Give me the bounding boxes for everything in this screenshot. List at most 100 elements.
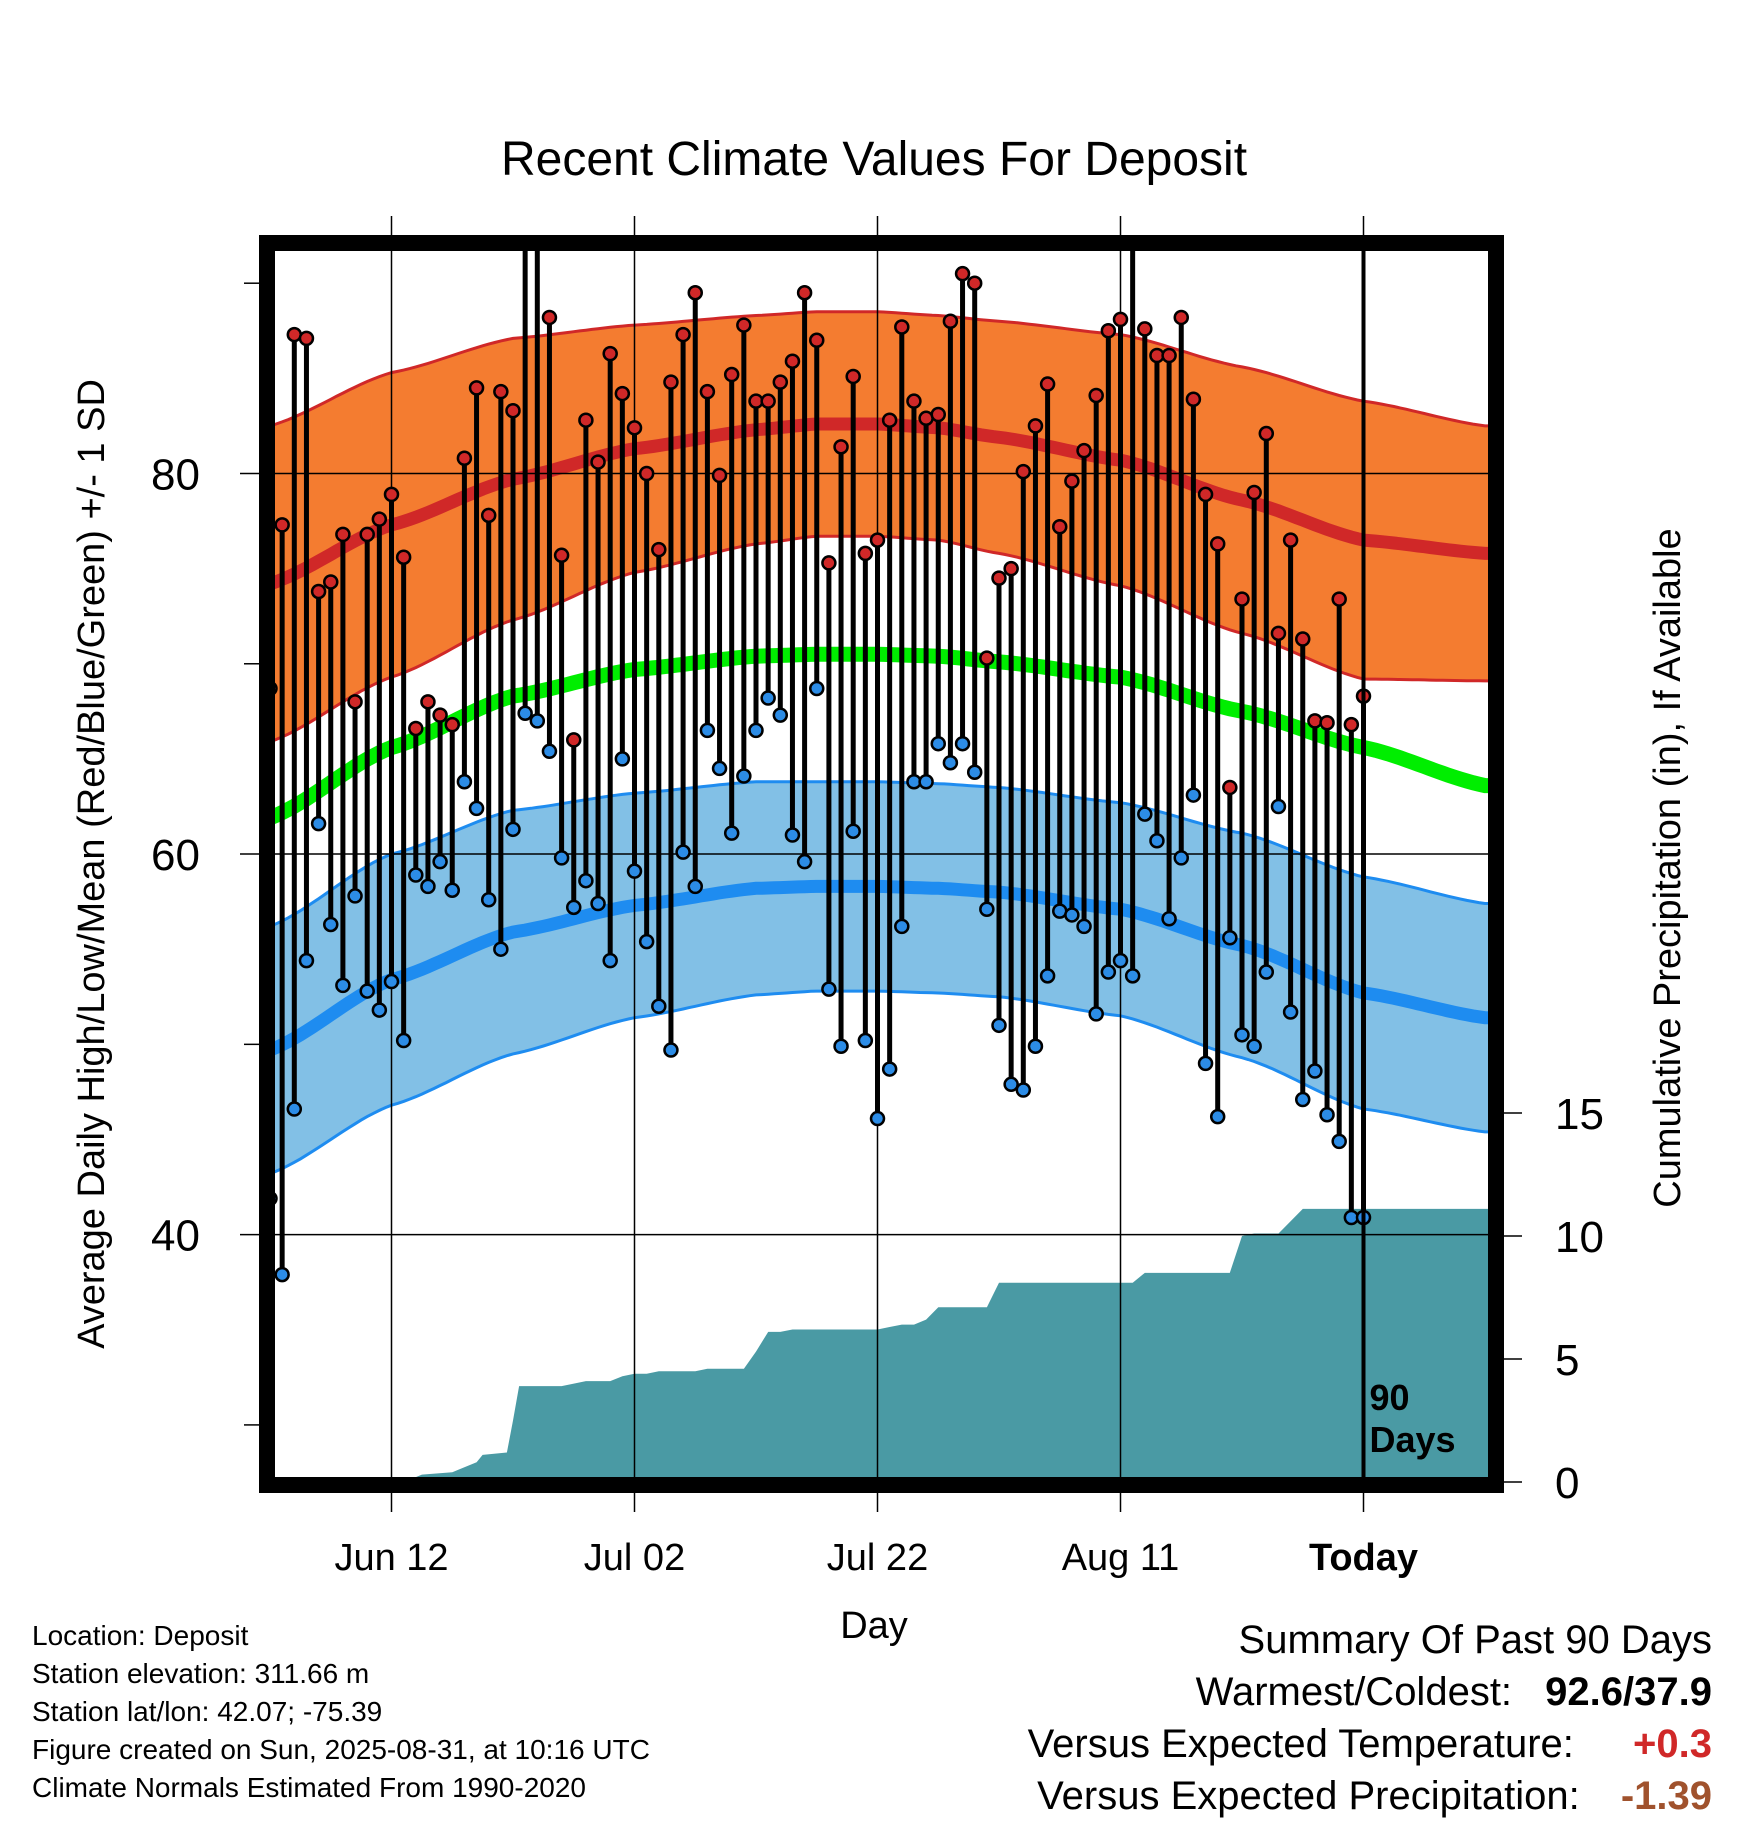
daily-low-point [274,1266,290,1283]
today-days-word: Days [1370,1419,1456,1460]
daily-high-point [468,380,485,396]
daily-low-point [444,882,460,898]
daily-high-point [1222,779,1238,796]
daily-high-point [784,353,801,369]
daily-high-point [845,368,861,385]
daily-low-point [1039,968,1056,984]
low-normal-line [270,879,1492,1057]
daily-high-point [796,284,813,301]
daily-high-point [1258,425,1275,442]
daily-low-point [1258,964,1275,980]
daily-low-point [1197,1055,1214,1072]
plot-interior [270,220,1493,1482]
daily-high-point [519,220,532,233]
daily-low-point [566,899,582,916]
y-tick-label: 60 [151,831,200,880]
daily-low-point [918,773,934,790]
y2-tick-label: 10 [1555,1213,1604,1262]
daily-high-point [1100,323,1117,339]
normals-label: Climate Normals Estimated From 1990-2020 [32,1772,586,1803]
daily-high-point [541,309,558,326]
daily-low-point [1064,907,1080,923]
daily-low-point [614,751,631,767]
daily-low-point [383,973,400,990]
location-label: Location: Deposit [32,1620,249,1651]
daily-low-point [493,941,509,957]
daily-high-point [1027,418,1044,434]
daily-high-point [1295,631,1311,647]
daily-low-point [833,1038,849,1054]
daily-high-point [347,694,363,710]
high-sd-band [270,311,1492,742]
daily-high-point [833,439,849,455]
daily-low-point [638,933,655,950]
y2-tick-label: 5 [1555,1336,1579,1385]
mean-normal-line [270,646,1492,825]
daily-low-point [286,1101,303,1117]
daily-high-point [651,541,667,558]
daily-high-point [614,385,631,402]
daily-high-point [590,454,606,470]
daily-low-point [1246,1038,1262,1054]
daily-low-point [420,878,436,895]
daily-low-point [687,878,703,895]
daily-high-point [298,330,315,347]
precip-label: Versus Expected Precipitation: [1037,1774,1580,1818]
daily-low-point [590,895,606,912]
daily-high-point [1331,591,1347,607]
daily-low-point [1161,911,1177,927]
daily-high-point [1270,625,1287,642]
warm-cold-value: 92.6/37.9 [1545,1670,1712,1714]
daily-low-point [1185,787,1202,803]
plot-frame [259,235,1504,1493]
daily-high-point [772,374,789,390]
summary-precip: Versus Expected Precipitation: -1.39 [1037,1776,1712,1816]
today-days-number: 90 [1370,1377,1410,1418]
daily-low-point [796,853,813,870]
daily-low-point [1112,952,1129,969]
daily-low-point [930,735,946,752]
daily-high-point [942,313,959,330]
daily-high-point [1185,391,1202,408]
daily-low-point [298,952,315,969]
daily-high-point [505,402,521,419]
daily-high-point [1003,560,1019,577]
daily-low-point [371,1002,388,1018]
daily-high-point [626,420,643,436]
y-tick-label: 40 [151,1212,200,1261]
summary-temp: Versus Expected Temperature: +0.3 [1028,1724,1712,1764]
daily-low-point [602,952,618,969]
daily-low-point [1270,798,1287,815]
daily-high-point [531,223,544,236]
daily-low-point [979,901,995,917]
daily-high-point [906,393,922,409]
daily-high-point [371,511,388,527]
daily-low-point [1124,968,1141,984]
daily-low-point [651,998,667,1015]
low-sd-lower-edge [270,989,1492,1176]
daily-low-point [1295,1091,1311,1108]
daily-high-point [1173,309,1189,326]
daily-low-point [1209,1108,1226,1125]
daily-high-point [1282,532,1299,548]
daily-high-point [1052,519,1068,535]
precip-value: -1.39 [1620,1774,1712,1818]
y-axis-label: Average Daily High/Low/Mean (Red/Blue/Gr… [71,379,113,1349]
daily-low-point [1331,1133,1347,1150]
daily-high-point [1246,484,1262,501]
daily-low-point [1015,1082,1032,1098]
daily-high-point [1234,591,1250,607]
daily-low-point [748,722,764,739]
summary-title: Summary Of Past 90 Days [1238,1618,1712,1662]
daily-high-point [444,716,460,733]
daily-low-point [1076,918,1092,935]
daily-high-point [1319,715,1335,731]
daily-low-point [310,815,327,832]
daily-low-point [432,853,448,870]
daily-low-point [359,983,375,999]
daily-low-point [772,707,789,723]
daily-high-point [675,326,691,343]
daily-low-point [857,1032,874,1049]
daily-high-point [359,526,375,543]
daily-high-point [894,319,910,335]
